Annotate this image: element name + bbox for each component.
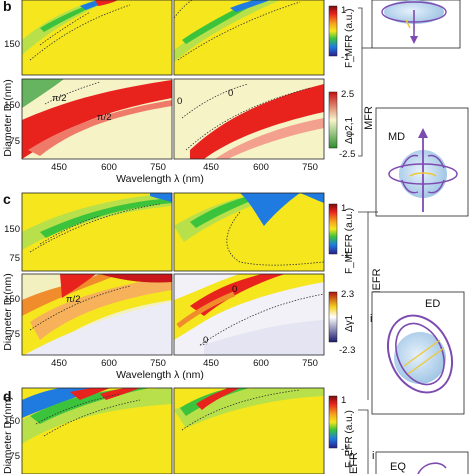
colorbar-b-top <box>328 5 338 57</box>
cb-c-bottom-max: 2.3 <box>341 289 354 300</box>
xtick-b-450: 450 <box>51 162 67 173</box>
label-i-2: i <box>372 450 374 462</box>
colorbar-c-bottom <box>328 291 338 343</box>
cb-b-top-max: 1 <box>341 5 346 16</box>
panel-letter-b: b <box>3 0 12 14</box>
ytick-c-bottom-150: 150 <box>4 294 20 305</box>
side-schematic: MFR ii MD MEFR ii i ED <box>348 0 469 474</box>
bracket-mefr <box>358 211 369 400</box>
map-b-bottom-left <box>22 79 172 159</box>
map-c-top-left <box>22 193 172 271</box>
ylabel-b: Diameter D (nm) <box>2 79 14 157</box>
ytick-c-top-150: 150 <box>4 224 20 235</box>
panel-c: c π/2 <box>2 191 355 381</box>
label-mfr: MFR <box>363 106 375 130</box>
ylabel-d: Diameter D (nm) <box>2 396 14 474</box>
xlabel-c: Wavelength λ (nm) <box>116 369 204 381</box>
ytick-c-bottom-75: 75 <box>9 329 20 340</box>
cb-d-top-label: F_EFR (a.u.) <box>344 410 355 468</box>
annotation-b-left-1: π/2 <box>52 93 66 104</box>
colorbar-b-bottom <box>328 91 338 149</box>
label-md: MD <box>388 131 405 143</box>
cb-c-top-label: F_MEFR (a.u.) <box>344 208 355 274</box>
xtick-b-600: 600 <box>101 162 117 173</box>
ytick-b-bottom-150: 150 <box>4 100 20 111</box>
label-eq: EQ <box>390 461 406 473</box>
panel-letter-c: c <box>3 191 11 207</box>
xtick-b-600-right: 600 <box>253 162 269 173</box>
xtick-c-600-right: 600 <box>253 358 269 369</box>
ylabel-c: Diameter D (nm) <box>2 273 14 351</box>
map-b-bottom-right <box>174 79 324 159</box>
cb-c-bottom-label: Δγ1 <box>344 314 355 332</box>
xlabel-b: Wavelength λ (nm) <box>116 173 204 185</box>
cb-c-bottom-min: -2.3 <box>339 345 355 356</box>
xtick-c-450: 450 <box>51 358 67 369</box>
annotation-c-right-1: 0 <box>232 284 237 295</box>
annotation-b-right-2: 0 <box>228 88 233 99</box>
cb-c-top-max: 1 <box>341 203 346 214</box>
xtick-c-750-right: 750 <box>302 358 318 369</box>
xtick-b-450-right: 450 <box>203 162 219 173</box>
xtick-c-600: 600 <box>101 358 117 369</box>
label-i-1: i <box>370 313 372 325</box>
bracket-mfr <box>358 7 363 157</box>
cb-b-bottom-max: 2.5 <box>341 89 354 100</box>
bracket-efr <box>358 409 369 474</box>
xtick-c-750-left: 750 <box>150 358 166 369</box>
label-efr: EFR <box>348 452 360 474</box>
colorbar-c-top <box>328 203 338 255</box>
cb-d-top-max: 1 <box>341 395 346 406</box>
panel-b: b π/2 <box>2 0 355 185</box>
panel-d: d 150 75 Diameter D (nm) 1 -1 F_EFR (a.u… <box>2 387 355 474</box>
map-c-top-right <box>174 193 324 271</box>
cb-b-bottom-label: Δφ2,1 <box>344 116 355 144</box>
ytick-d-75: 75 <box>9 451 20 462</box>
ytick-b-bottom-75: 75 <box>9 136 20 147</box>
cb-d-top-min: -1 <box>341 444 349 455</box>
map-c-bottom-left <box>22 274 172 355</box>
cb-b-bottom-min: -2.5 <box>339 149 355 160</box>
map-b-top-right <box>174 0 324 75</box>
cb-b-top-label: F_MFR (a.u.) <box>344 9 355 68</box>
cb-b-top-min: -1 <box>341 52 349 63</box>
xtick-c-450-right: 450 <box>203 358 219 369</box>
colorbar-d-top <box>328 395 338 449</box>
annotation-b-left-2: π/2 <box>97 112 111 123</box>
cb-c-top-min: -1 <box>341 250 349 261</box>
annotation-c-left-1: π/2 <box>66 294 80 305</box>
xtick-b-750-left: 750 <box>150 162 166 173</box>
ytick-b-top-150: 150 <box>4 39 20 50</box>
xtick-b-750-right: 750 <box>302 162 318 173</box>
ytick-d-150: 150 <box>4 416 20 427</box>
ytick-c-top-75: 75 <box>9 253 20 264</box>
schematic-box-eq <box>375 451 469 474</box>
map-c-bottom-right <box>174 274 324 355</box>
map-b-top-left <box>22 0 172 75</box>
map-d-top-left <box>22 388 172 474</box>
map-d-top-right <box>174 388 324 474</box>
annotation-b-right-1: 0 <box>177 96 182 107</box>
panel-letter-d: d <box>3 388 12 404</box>
annotation-c-right-2: 0 <box>203 335 208 346</box>
label-ed: ED <box>425 298 440 310</box>
